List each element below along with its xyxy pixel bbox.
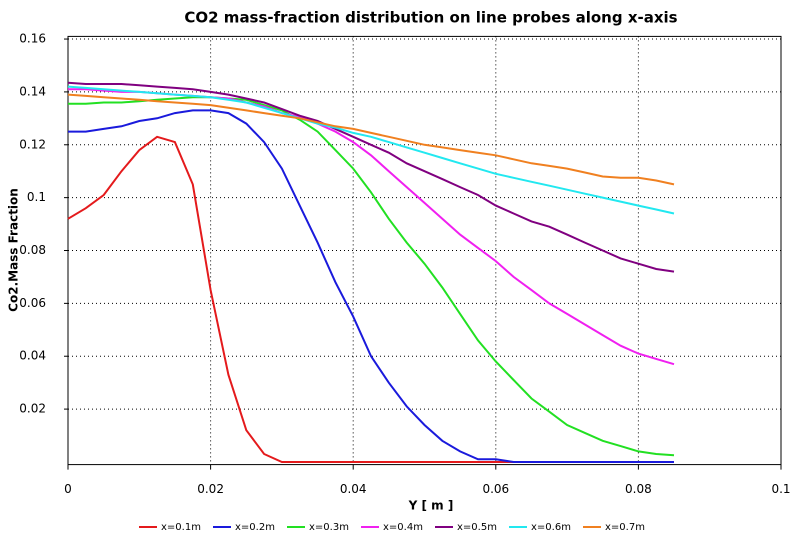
x-tick-label: 0: [64, 482, 72, 496]
x-tick-label: 0.02: [197, 482, 224, 496]
y-tick-label: 0.02: [19, 402, 46, 416]
y-tick-label: 0.1: [27, 190, 46, 204]
series-line: [67, 81, 675, 273]
legend-label: x=0.7m: [605, 522, 645, 533]
legend-label: x=0.1m: [161, 522, 201, 533]
legend-label: x=0.4m: [383, 522, 423, 533]
chart-title: CO2 mass-fraction distribution on line p…: [184, 9, 677, 27]
y-tick-label: 0.14: [19, 84, 46, 98]
x-tick-label: 0.08: [625, 482, 652, 496]
x-tick-label: 0.1: [771, 482, 790, 496]
legend-label: x=0.2m: [235, 522, 275, 533]
x-axis-label: Y [ m ]: [408, 499, 454, 513]
series-line: [68, 109, 674, 463]
y-tick-label: 0.06: [19, 296, 46, 310]
y-axis-label: Co2.Mass Fraction: [7, 188, 21, 312]
series-line: [68, 96, 675, 457]
y-tick-label: 0.16: [19, 32, 46, 46]
x-tick-label: 0.04: [340, 482, 367, 496]
series-line: [67, 93, 675, 186]
legend-label: x=0.3m: [309, 522, 349, 533]
y-tick-label: 0.08: [19, 243, 46, 257]
legend-label: x=0.5m: [457, 522, 497, 533]
y-tick-label: 0.04: [19, 349, 46, 363]
x-tick-label: 0.06: [482, 482, 509, 496]
y-tick-label: 0.12: [19, 137, 46, 151]
series-line: [67, 85, 675, 215]
legend-label: x=0.6m: [531, 522, 571, 533]
